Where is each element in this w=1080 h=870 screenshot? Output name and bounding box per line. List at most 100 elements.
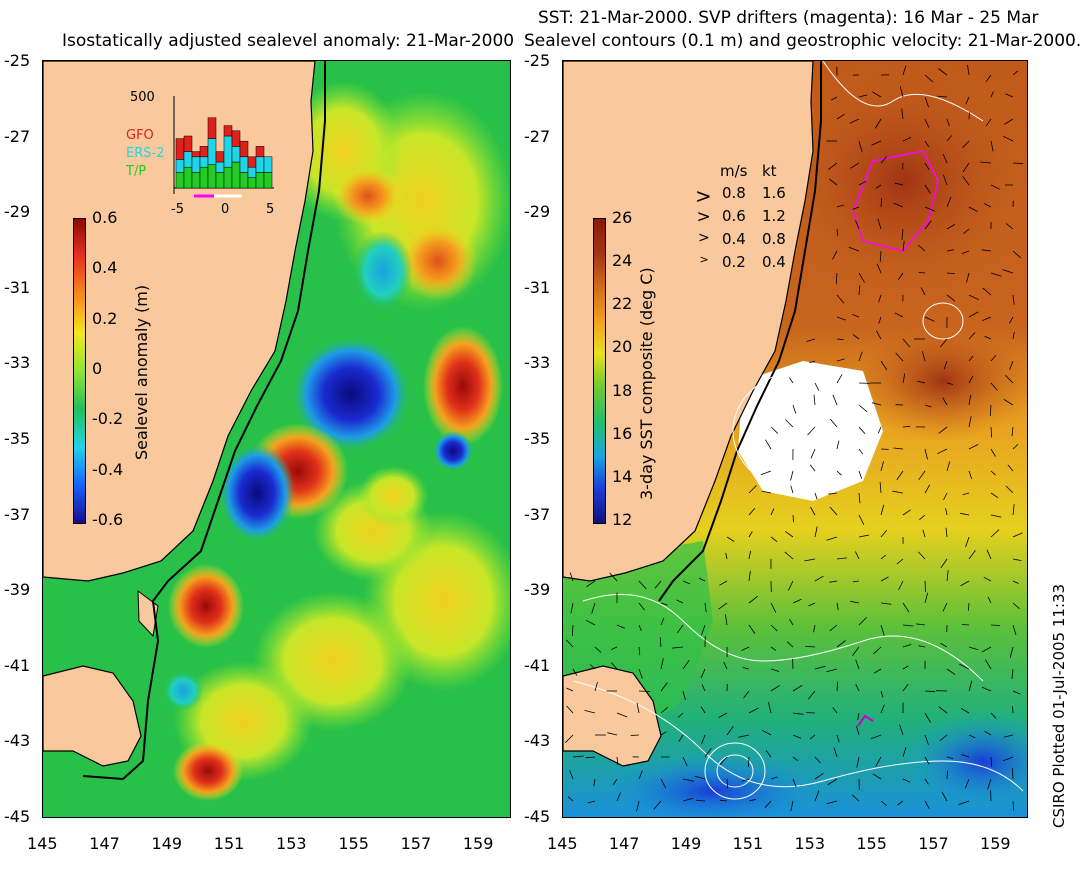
right-map-title-line1: SST: 21-Mar-2000. SVP drifters (magenta)…	[538, 8, 1039, 28]
velocity-arrow	[849, 118, 860, 124]
velocity-arrow	[570, 602, 574, 614]
velocity-arrow	[855, 551, 860, 560]
velocity-arrow	[880, 360, 888, 371]
velocity-arrow	[850, 600, 860, 604]
velocity-arrow	[785, 531, 794, 538]
velocity-arrow	[924, 448, 928, 460]
velocity-arrow	[748, 531, 753, 538]
velocity-arrow	[809, 464, 816, 472]
velocity-arrow	[836, 602, 839, 610]
velocity-arrow	[990, 448, 996, 457]
velocity-arrow	[981, 686, 992, 692]
velocity-arrow	[924, 484, 931, 494]
velocity-arrow	[607, 732, 618, 736]
velocity-arrow	[1005, 93, 1014, 98]
left-xtick-6: 157	[400, 834, 432, 853]
right-xtick-2: 149	[670, 834, 702, 853]
velocity-arrow	[836, 681, 838, 692]
velocity-arrow	[638, 624, 642, 632]
velocity-arrow	[902, 747, 907, 758]
velocity-arrow	[591, 602, 596, 614]
right-xtick-6: 157	[918, 834, 949, 853]
velocity-arrow	[968, 602, 970, 611]
velocity-arrow	[878, 316, 882, 324]
inset-bar-segment	[239, 156, 249, 173]
velocity-arrow	[726, 726, 734, 736]
plot-timestamp: CSIRO Plotted 01-Jul-2005 11:33	[1050, 583, 1068, 828]
velocity-arrow	[990, 756, 993, 767]
velocity-arrow	[990, 529, 1000, 538]
velocity-arrow	[946, 272, 956, 274]
velocity-arrow	[880, 198, 882, 208]
velocity-arrow	[761, 490, 772, 494]
velocity-arrow	[896, 558, 904, 565]
velocity-arrow	[836, 470, 842, 476]
velocity-arrow	[990, 91, 994, 98]
velocity-arrow	[960, 708, 970, 714]
velocity-arrow	[856, 756, 860, 768]
velocity-legend-ms-1: 0.6	[722, 207, 746, 225]
velocity-arrow	[852, 206, 860, 210]
velocity-arrow	[872, 773, 882, 780]
velocity-legend-ms-header: m/s	[720, 162, 748, 180]
velocity-arrow	[915, 623, 926, 626]
velocity-arrow	[902, 373, 906, 384]
velocity-arrow	[880, 156, 887, 164]
inset-bar-segment	[183, 166, 193, 189]
velocity-arrow	[856, 725, 860, 736]
inset-bar-segment	[239, 140, 249, 158]
velocity-arrow	[959, 663, 970, 670]
velocity-arrow	[966, 272, 970, 283]
left-ytick-3: -31	[4, 277, 31, 297]
inset-gfo-label: GFO	[126, 128, 154, 143]
velocity-arrow	[814, 790, 820, 802]
velocity-arrow	[660, 658, 664, 670]
velocity-arrow	[738, 734, 750, 738]
velocity-arrow	[1009, 646, 1014, 658]
velocity-arrow	[941, 791, 948, 802]
right-xtick-7: 159	[980, 834, 1011, 853]
velocity-arrow	[829, 418, 838, 428]
velocity-arrow	[836, 734, 840, 743]
velocity-arrow	[566, 705, 574, 714]
velocity-arrow	[1005, 485, 1014, 494]
velocity-arrow	[873, 668, 882, 674]
velocity-legend-kt-header: kt	[762, 162, 777, 180]
velocity-arrow	[968, 294, 979, 301]
velocity-arrow	[852, 334, 860, 340]
velocity-arrow	[875, 184, 882, 189]
velocity-legend: m/s kt >0.8 1.6 >0.6 1.2 >0.4 0.8 >0.2 0.4	[690, 160, 800, 280]
velocity-arrow	[990, 514, 1002, 518]
velocity-arrow	[968, 470, 973, 480]
inset-bar-segment	[183, 135, 193, 152]
velocity-arrow	[748, 485, 757, 494]
velocity-arrow	[569, 572, 574, 582]
velocity-arrow	[901, 228, 904, 241]
velocity-arrow	[790, 800, 794, 812]
velocity-arrow	[1009, 360, 1014, 371]
sst-colorbar-tick-3: 20	[612, 337, 633, 357]
velocity-arrow	[946, 249, 954, 252]
inset-bar-segment	[223, 166, 233, 189]
inset-bar-segment	[199, 156, 209, 168]
velocity-arrow	[880, 602, 892, 605]
velocity-arrow	[1012, 558, 1022, 561]
velocity-arrow	[990, 426, 993, 438]
velocity-arrow	[871, 402, 882, 406]
velocity-arrow	[851, 794, 860, 802]
velocity-arrow	[611, 646, 618, 650]
velocity-arrow	[987, 778, 992, 790]
velocity-legend-ms-2: 0.4	[722, 230, 746, 248]
velocity-arrow-icon: >	[696, 207, 711, 227]
velocity-arrow	[1012, 602, 1020, 610]
velocity-arrow	[902, 602, 910, 613]
right-ytick-10: -45	[524, 807, 551, 826]
velocity-arrow	[1012, 532, 1023, 538]
velocity-arrow	[807, 426, 816, 436]
velocity-arrow	[902, 665, 909, 670]
velocity-arrow	[770, 508, 775, 516]
sealevel-colorbar-tick-5: -0.4	[92, 459, 124, 479]
left-ytick-9: -43	[4, 731, 31, 751]
velocity-arrow	[924, 140, 930, 148]
inset-bar-segment	[215, 172, 225, 189]
